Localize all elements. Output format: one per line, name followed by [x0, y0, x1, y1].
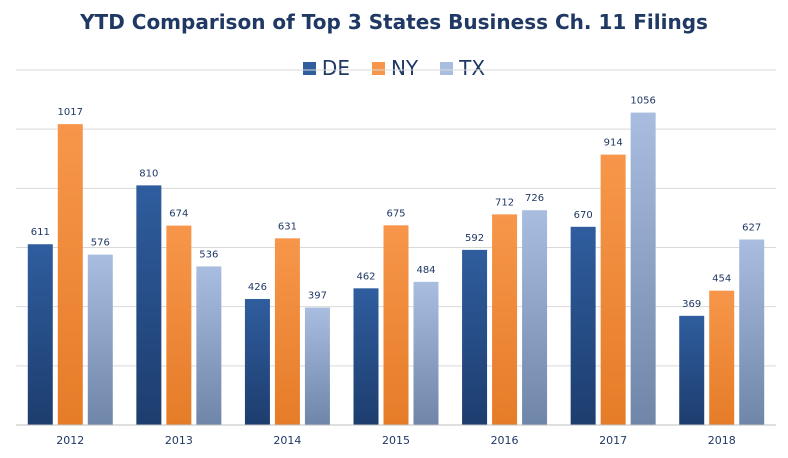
x-tick-label-2012: 2012 — [56, 434, 84, 447]
legend-swatch-tx — [440, 61, 454, 75]
data-label-tx-2017: 1056 — [630, 96, 655, 107]
data-label-de-2016: 592 — [465, 233, 484, 244]
x-tick-label-2017: 2017 — [599, 434, 627, 447]
bar-tx-2016 — [522, 210, 548, 425]
data-label-ny-2015: 675 — [386, 208, 405, 219]
legend-swatch-ny — [371, 61, 385, 75]
data-label-de-2014: 426 — [248, 282, 267, 293]
legend-label-de: DE — [321, 56, 350, 80]
bar-de-2016 — [462, 249, 488, 425]
data-label-ny-2014: 631 — [278, 221, 297, 232]
bar-de-2018 — [679, 315, 705, 425]
data-label-ny-2016: 712 — [495, 197, 514, 208]
x-tick-label-2014: 2014 — [273, 434, 301, 447]
data-label-tx-2014: 397 — [308, 291, 327, 302]
data-label-de-2012: 611 — [31, 227, 50, 238]
bar-tx-2014 — [304, 307, 330, 425]
bar-ny-2012 — [57, 124, 83, 425]
data-label-de-2015: 462 — [356, 271, 375, 282]
bar-tx-2018 — [739, 239, 765, 425]
legend-label-tx: TX — [459, 56, 486, 80]
data-label-tx-2013: 536 — [199, 249, 218, 260]
data-label-tx-2016: 726 — [525, 193, 544, 204]
chart-title: YTD Comparison of Top 3 States Business … — [80, 10, 708, 34]
data-label-de-2013: 810 — [139, 168, 158, 179]
legend-item-de: DE — [302, 56, 350, 80]
legend-item-tx: TX — [440, 56, 485, 80]
x-tick-label-2016: 2016 — [491, 434, 519, 447]
bar-de-2013 — [136, 185, 162, 425]
bar-de-2012 — [27, 244, 53, 425]
legend-swatch-de — [302, 61, 316, 75]
bar-ny-2015 — [383, 225, 409, 425]
bar-ny-2013 — [166, 225, 192, 425]
bar-tx-2013 — [196, 266, 222, 425]
x-tick-label-2013: 2013 — [165, 434, 193, 447]
data-label-ny-2013: 674 — [169, 209, 188, 220]
data-label-tx-2015: 484 — [416, 265, 435, 276]
data-label-tx-2012: 576 — [91, 238, 110, 249]
bar-ny-2018 — [709, 290, 735, 425]
bar-de-2015 — [353, 288, 379, 425]
data-label-de-2017: 670 — [574, 210, 593, 221]
data-label-ny-2012: 1017 — [58, 107, 83, 118]
data-label-ny-2018: 454 — [712, 274, 731, 285]
legend-label-ny: NY — [390, 56, 419, 80]
legend-item-ny: NY — [371, 56, 419, 80]
data-label-tx-2018: 627 — [742, 223, 761, 234]
bar-ny-2017 — [600, 154, 626, 425]
bar-ny-2016 — [492, 214, 518, 425]
data-label-ny-2017: 914 — [604, 138, 623, 149]
x-tick-label-2018: 2018 — [708, 434, 736, 447]
bar-tx-2015 — [413, 281, 439, 425]
bar-tx-2012 — [87, 254, 113, 425]
x-tick-label-2015: 2015 — [382, 434, 410, 447]
bar-de-2014 — [244, 298, 270, 425]
data-label-de-2018: 369 — [682, 299, 701, 310]
bar-ny-2014 — [274, 238, 300, 425]
legend: DE NY TX — [0, 56, 788, 80]
bar-de-2017 — [570, 226, 596, 425]
bar-tx-2017 — [630, 112, 656, 425]
